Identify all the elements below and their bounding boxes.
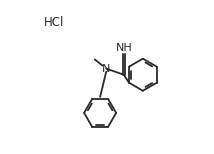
Text: N: N bbox=[102, 64, 110, 74]
Text: HCl: HCl bbox=[44, 16, 64, 29]
Text: NH: NH bbox=[115, 43, 132, 53]
